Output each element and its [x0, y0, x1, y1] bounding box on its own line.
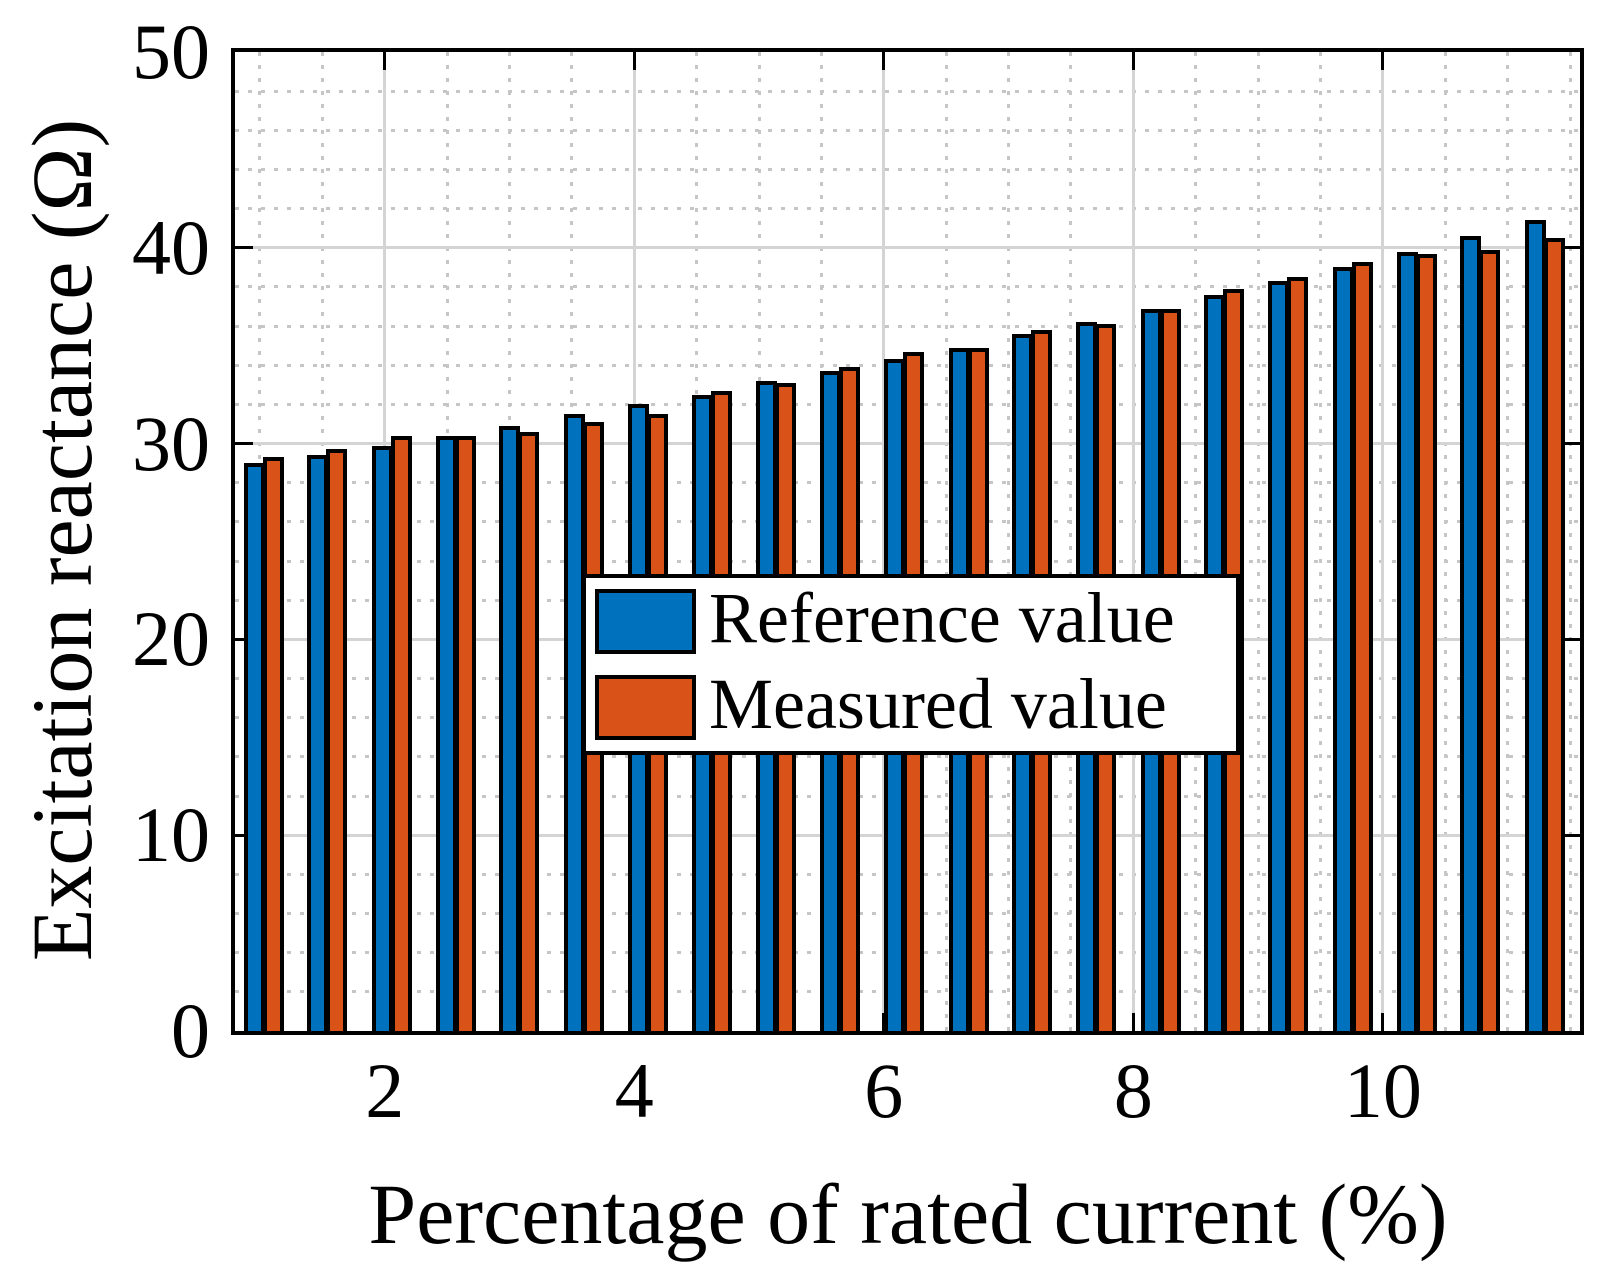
major-gridline-v	[1381, 52, 1385, 1031]
x-axis-tick-top	[1131, 52, 1135, 70]
minor-gridline-v	[1007, 52, 1011, 1031]
x-axis-tick-top	[383, 52, 387, 70]
y-axis-title: Excitation reactance (Ω)	[14, 118, 110, 962]
minor-gridline-v	[1069, 52, 1073, 1031]
y-tick-label: 0	[171, 987, 210, 1074]
bar-reference	[307, 455, 329, 1031]
minor-gridline-h	[235, 89, 1580, 93]
y-tick-label: 50	[132, 8, 210, 95]
bar-reference	[1460, 236, 1482, 1031]
x-axis-tick-top	[632, 52, 636, 70]
y-axis-tick	[235, 246, 253, 250]
legend-label-reference: Reference value	[709, 577, 1175, 658]
minor-gridline-h	[235, 167, 1580, 171]
minor-gridline-v	[1194, 52, 1198, 1031]
bar-reference	[1396, 251, 1418, 1031]
bar-measured	[454, 435, 476, 1031]
x-tick-label: 4	[614, 1047, 654, 1134]
minor-gridline-h	[235, 128, 1580, 132]
bar-layer	[235, 52, 1580, 1031]
bar-reference	[499, 425, 521, 1031]
x-axis-tick	[1381, 1013, 1385, 1031]
bar-measured	[1287, 277, 1309, 1031]
minor-gridline-v	[1568, 52, 1572, 1031]
measured-value-swatch	[595, 675, 696, 740]
bar-measured	[391, 435, 413, 1031]
x-axis-tick-top	[1381, 52, 1385, 70]
bar-measured	[518, 431, 540, 1031]
x-axis-tick	[1131, 1013, 1135, 1031]
bar-measured	[1479, 249, 1501, 1031]
y-tick-label: 40	[132, 203, 210, 291]
y-axis-tick-right	[1562, 442, 1580, 446]
reference-value-swatch	[595, 589, 696, 654]
y-tick-label: 30	[132, 399, 210, 487]
x-tick-label: 2	[365, 1047, 405, 1134]
plot-area	[231, 48, 1584, 1035]
x-axis-tick-top	[882, 52, 886, 70]
y-tick-label: 10	[132, 791, 210, 879]
legend-item-reference: Reference value	[595, 579, 1236, 665]
bar-measured	[326, 449, 348, 1031]
bar-reference	[1525, 220, 1547, 1031]
x-axis-title: Percentage of rated current (%)	[368, 1166, 1448, 1262]
major-gridline-h	[235, 246, 1580, 250]
bar-reference	[1332, 267, 1354, 1031]
y-axis-tick-right	[1562, 833, 1580, 837]
bar-reference	[435, 435, 457, 1031]
minor-gridline-v	[944, 52, 948, 1031]
major-gridline-v	[1131, 52, 1135, 1031]
minor-gridline-v	[1443, 52, 1447, 1031]
bar-measured	[1544, 238, 1566, 1031]
bar-measured	[1351, 261, 1373, 1031]
legend-item-measured: Measured value	[595, 665, 1236, 751]
y-axis-tick	[235, 442, 253, 446]
minor-gridline-v	[1256, 52, 1260, 1031]
bar-reference	[243, 463, 265, 1031]
bar-measured	[262, 457, 284, 1031]
legend-label-measured: Measured value	[709, 663, 1167, 744]
y-tick-label: 20	[132, 595, 210, 683]
bar-reference	[1268, 281, 1290, 1031]
y-axis-tick-right	[1562, 637, 1580, 641]
x-tick-label: 10	[1343, 1047, 1422, 1134]
x-tick-label: 8	[1113, 1047, 1153, 1134]
minor-gridline-h	[235, 324, 1580, 328]
bar-measured	[1415, 253, 1437, 1031]
legend: Reference value Measured value	[582, 574, 1240, 755]
bar-reference	[372, 445, 394, 1031]
minor-gridline-h	[235, 207, 1580, 211]
y-axis-tick-right	[1562, 246, 1580, 250]
minor-gridline-v	[1506, 52, 1510, 1031]
x-tick-label: 6	[864, 1047, 904, 1134]
minor-gridline-h	[235, 285, 1580, 289]
minor-gridline-v	[1318, 52, 1322, 1031]
